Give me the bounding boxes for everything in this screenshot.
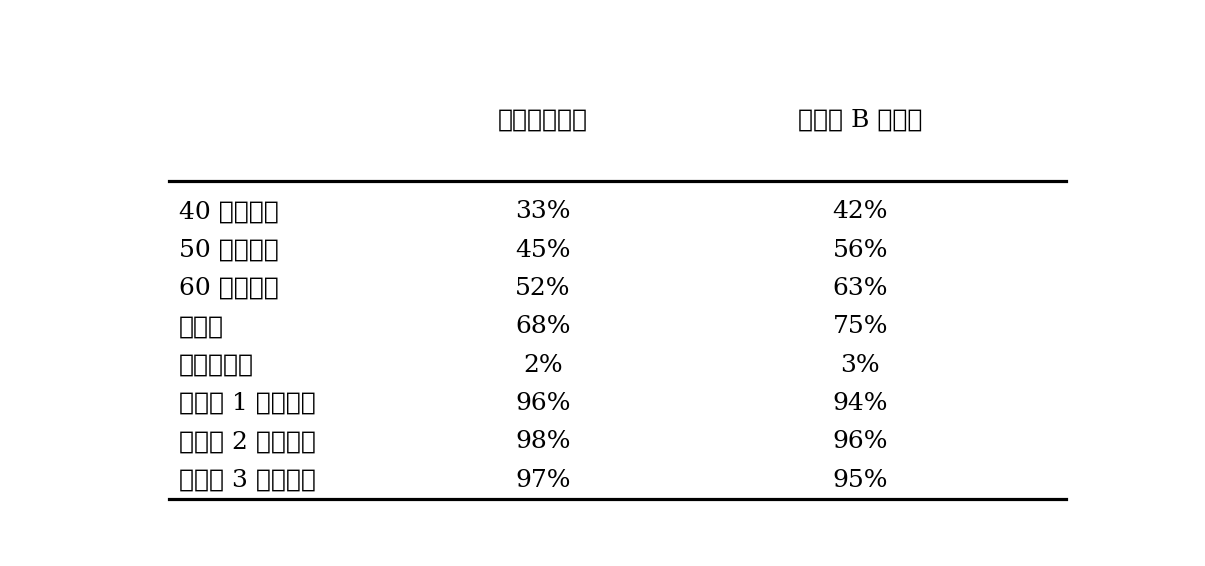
Text: 96%: 96% bbox=[515, 392, 571, 415]
Text: 50 目活性炭: 50 目活性炭 bbox=[178, 239, 278, 261]
Text: 纳米铁: 纳米铁 bbox=[178, 315, 224, 338]
Text: 实施例 2 复合材料: 实施例 2 复合材料 bbox=[178, 430, 316, 453]
Text: 60 目活性炭: 60 目活性炭 bbox=[178, 277, 278, 300]
Text: 52%: 52% bbox=[515, 277, 571, 300]
Text: 45%: 45% bbox=[515, 239, 571, 261]
Text: 3%: 3% bbox=[841, 354, 880, 376]
Text: 实施例 1 复合材料: 实施例 1 复合材料 bbox=[178, 392, 316, 415]
Text: 40 目活性炭: 40 目活性炭 bbox=[178, 200, 278, 223]
Text: 33%: 33% bbox=[515, 200, 571, 223]
Text: 实施例 3 复合材料: 实施例 3 复合材料 bbox=[178, 469, 316, 492]
Text: 94%: 94% bbox=[833, 392, 888, 415]
Text: 96%: 96% bbox=[833, 430, 888, 453]
Text: 98%: 98% bbox=[515, 430, 571, 453]
Text: 97%: 97% bbox=[515, 469, 571, 492]
Text: 42%: 42% bbox=[833, 200, 888, 223]
Text: 2%: 2% bbox=[523, 354, 563, 376]
Text: 甲基橙去除率: 甲基橙去除率 bbox=[498, 109, 588, 132]
Text: 68%: 68% bbox=[515, 315, 571, 338]
Text: 63%: 63% bbox=[833, 277, 888, 300]
Text: 75%: 75% bbox=[833, 315, 888, 338]
Text: 罗丹明 B 去除率: 罗丹明 B 去除率 bbox=[798, 109, 923, 132]
Text: 95%: 95% bbox=[833, 469, 888, 492]
Text: 载铁活性炭: 载铁活性炭 bbox=[178, 354, 253, 376]
Text: 56%: 56% bbox=[833, 239, 888, 261]
